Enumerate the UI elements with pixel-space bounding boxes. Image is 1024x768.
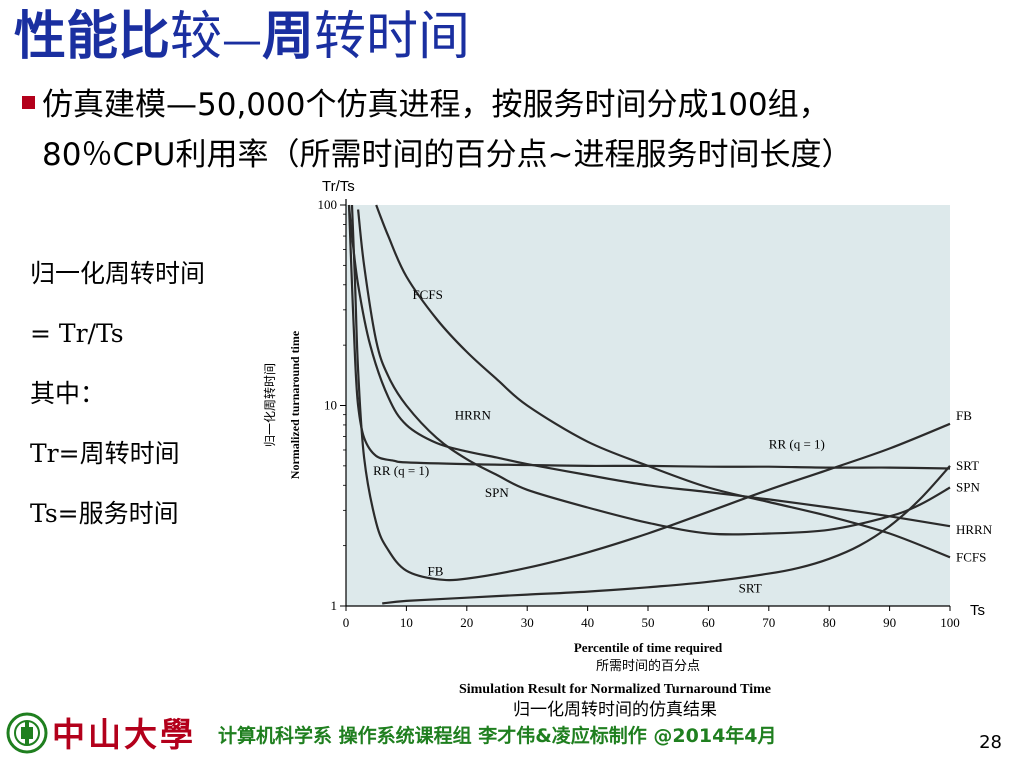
bullet-line-1: 仿真建模—50,000个仿真进程，按服务时间分成100组， [42,87,830,123]
series-inline-label: FB [428,563,444,578]
series-inline-label: SRT [739,580,762,595]
x-tick-label: 20 [460,615,473,630]
y-tick-label: 100 [318,197,338,212]
series-line-spn [357,209,951,536]
series-line-rr-q-1 [347,204,951,470]
chart-subtitle: 归一化周转时间的仿真结果 [513,700,717,717]
definition-notes: 归一化周转时间 = Tr/Ts 其中： Tr=周转时间 Ts=服务时间 [30,254,280,554]
y-tick-label: 10 [324,398,337,413]
x-tick-label: 40 [581,615,594,630]
series-end-label: SPN [956,479,980,494]
title-part-2: 较 [170,7,223,67]
bullet-line-2: 80％CPU利用率（所需时间的百分点~进程服务时间长度） [42,137,853,173]
chart-title: Simulation Result for Normalized Turnaro… [459,682,771,697]
x-tick-label: 0 [343,615,350,630]
x-tick-label: 10 [400,615,413,630]
title-part-4: 转时间 [314,7,471,67]
x-tick-label: 80 [823,615,836,630]
note-line: Tr=周转时间 [30,439,180,468]
series-inline-label: RR (q = 1) [769,437,825,452]
y-axis-tag: Tr/Ts [322,178,355,195]
plot-background [346,205,950,606]
university-name: 中山大學 [52,715,196,754]
series-end-label: HRRN [956,522,993,537]
x-tick-label: 100 [940,615,960,630]
bullet-square-icon [22,96,35,109]
series-end-label: SRT [956,458,979,473]
series-end-label: FB [956,408,972,423]
series-line-fb [350,204,951,582]
series-line-fcfs [375,204,951,559]
note-line: 其中： [30,379,106,408]
note-line: = Tr/Ts [30,319,124,348]
series-inline-label: HRRN [455,408,492,423]
series-inline-label: RR (q = 1) [373,463,429,478]
sysu-emblem-icon [6,712,48,754]
chart-labels: FCFS HRRN RR (q = 1) SPN FB RR (q = 1) SRT [373,287,825,595]
slide-title: 性能比较—周转时间 [14,0,470,69]
title-dash: — [222,18,263,64]
footer-credits: 计算机科学系 操作系统课程组 李才伟&凌应标制作 @2014年4月 [218,725,777,747]
series-inline-label: SPN [485,485,509,500]
x-axis-tag: Ts [970,602,985,619]
x-axis-label: Percentile of time required [574,640,723,655]
page-number: 28 [979,732,1002,753]
x-tick-label: 70 [762,615,775,630]
y-axis-label: Normalized turnaround time [288,330,302,479]
bullet-text: 仿真建模—50,000个仿真进程，按服务时间分成100组， 80％CPU利用率（… [42,80,1017,180]
x-tick-label: 90 [883,615,896,630]
note-line: 归一化周转时间 [30,259,206,288]
series-end-label: FCFS [956,549,986,564]
chart-series: FCFS HRRN SPN FB SRT [347,204,993,605]
x-axis-label-cn: 所需时间的百分点 [596,658,700,674]
series-inline-label: FCFS [412,287,442,302]
y-tick-label: 1 [331,598,338,613]
note-line: Ts=服务时间 [30,499,179,528]
x-tick-label: 60 [702,615,715,630]
series-line-srt [382,465,951,605]
y-axis-label-cn: 归一化周转时间 [262,363,277,447]
series-line-hrrn [347,204,951,528]
title-part-3: 周 [262,7,315,67]
x-tick-label: 30 [521,615,534,630]
title-part-1: 性能比 [14,7,171,67]
x-tick-label: 50 [642,615,655,630]
